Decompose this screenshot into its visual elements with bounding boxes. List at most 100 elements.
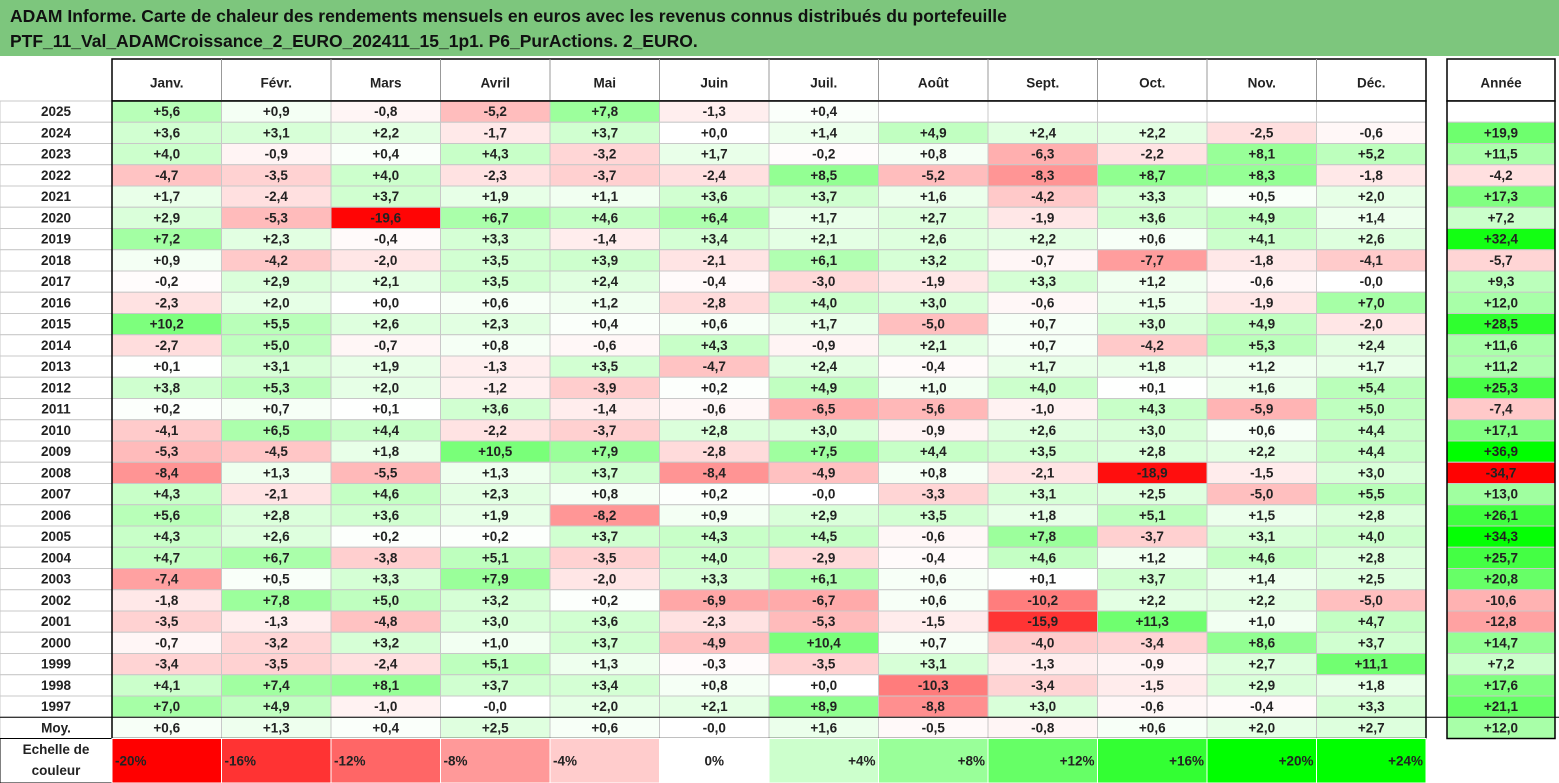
heat-cell-value: +2,4 bbox=[1358, 338, 1385, 353]
annual-cell-value: +26,1 bbox=[1484, 508, 1519, 523]
heat-cell-value: +2,5 bbox=[1139, 487, 1166, 502]
heat-cell-value: -8,3 bbox=[1031, 168, 1055, 183]
heat-cell-value: +3,5 bbox=[482, 274, 509, 289]
annual-cell-value: +20,8 bbox=[1484, 572, 1519, 587]
heat-cell-value: +4,3 bbox=[701, 529, 728, 544]
heat-cell-value: +0,8 bbox=[920, 465, 947, 480]
annual-cell-value: +19,9 bbox=[1484, 125, 1518, 140]
heat-cell-value: +0,5 bbox=[1248, 189, 1275, 204]
heat-cell-value: +3,4 bbox=[701, 232, 728, 247]
heat-cell-value: -3,5 bbox=[593, 550, 617, 565]
heat-cell-value: -2,3 bbox=[484, 168, 508, 183]
heat-cell-value: +4,3 bbox=[1139, 402, 1166, 417]
heat-cell-value: +2,2 bbox=[1248, 444, 1275, 459]
heat-cell-value: -1,5 bbox=[922, 614, 946, 629]
heat-cell-value: -3,7 bbox=[1141, 529, 1164, 544]
heat-cell-value: -5,5 bbox=[374, 465, 398, 480]
heat-cell-value: +0,6 bbox=[920, 572, 947, 587]
heat-cell-value: +1,1 bbox=[591, 189, 618, 204]
heat-cell-value: +0,2 bbox=[153, 402, 180, 417]
heat-cell-value: +2,8 bbox=[1358, 508, 1385, 523]
heat-cell-value: +0,5 bbox=[263, 572, 290, 587]
heat-cell-value: -0,3 bbox=[703, 657, 727, 672]
heat-cell-value: -5,3 bbox=[265, 210, 289, 225]
heat-cell-value: +5,0 bbox=[263, 338, 290, 353]
annual-cell-value: -34,7 bbox=[1486, 465, 1517, 480]
scale-swatch-label: +24% bbox=[1388, 753, 1423, 768]
heat-cell-value: +3,2 bbox=[482, 593, 509, 608]
heat-cell-value: +0,4 bbox=[591, 317, 618, 332]
heat-cell-value: +0,6 bbox=[920, 593, 947, 608]
heat-cell-value: +2,0 bbox=[591, 699, 618, 714]
scale-swatch-label: 0% bbox=[704, 753, 724, 768]
scale-swatch bbox=[1206, 738, 1317, 783]
heat-cell-value: +1,2 bbox=[1139, 274, 1166, 289]
heat-cell-value: +3,8 bbox=[153, 380, 180, 395]
heat-cell-value: +8,9 bbox=[810, 699, 837, 714]
heat-cell-value: -0,9 bbox=[1141, 657, 1164, 672]
heat-cell-value: +1,7 bbox=[1358, 359, 1385, 374]
scale-swatch-label: -12% bbox=[334, 753, 366, 768]
heat-cell-value: +1,0 bbox=[1248, 614, 1275, 629]
heat-cell-value: +0,2 bbox=[701, 380, 728, 395]
heat-cell-value: -4,2 bbox=[265, 253, 288, 268]
annual-cell-value: +32,4 bbox=[1484, 232, 1519, 247]
annual-cell-value: +25,7 bbox=[1484, 550, 1518, 565]
heat-cell-value: -0,9 bbox=[812, 338, 835, 353]
heat-cell-value: +3,3 bbox=[482, 232, 509, 247]
heat-cell-value: -1,8 bbox=[1250, 253, 1274, 268]
heat-cell-value: +2,2 bbox=[1139, 125, 1166, 140]
heat-cell-value: +2,6 bbox=[1029, 423, 1056, 438]
heat-cell-value: +4,0 bbox=[1358, 529, 1385, 544]
heat-cell-value: +1,5 bbox=[1248, 508, 1275, 523]
heat-cell-value: -3,5 bbox=[155, 614, 179, 629]
year-label: 2012 bbox=[41, 380, 71, 395]
heat-cell-value: +7,9 bbox=[591, 444, 618, 459]
annual-cell-value: +21,1 bbox=[1484, 699, 1519, 714]
heat-cell-value: +1,3 bbox=[263, 465, 290, 480]
heat-cell-value: +11,1 bbox=[1355, 657, 1389, 672]
heat-cell-value: +1,4 bbox=[810, 125, 837, 140]
heat-cell bbox=[1206, 100, 1317, 123]
heat-cell-value: +3,0 bbox=[1139, 317, 1166, 332]
heat-cell-value: -4,1 bbox=[155, 423, 179, 438]
heat-cell-value: +0,2 bbox=[482, 529, 509, 544]
chart-title-line-1: ADAM Informe. Carte de chaleur des rende… bbox=[10, 6, 1007, 26]
heat-cell-value: -3,9 bbox=[593, 380, 616, 395]
annual-cell-value: +17,3 bbox=[1484, 189, 1519, 204]
annual-cell-value: +11,5 bbox=[1484, 147, 1518, 162]
heat-cell-value: +4,0 bbox=[153, 147, 180, 162]
scale-swatch-label: +12% bbox=[1060, 753, 1095, 768]
scale-label-cell bbox=[0, 738, 113, 783]
heat-cell-value: +2,3 bbox=[482, 487, 509, 502]
heat-cell-value: +5,6 bbox=[153, 508, 180, 523]
heat-cell-value: -0,2 bbox=[155, 274, 178, 289]
heat-cell-value: +2,2 bbox=[372, 125, 399, 140]
heat-cell-value: +3,5 bbox=[920, 508, 947, 523]
heat-cell-value: +2,1 bbox=[920, 338, 947, 353]
heat-cell-value: +2,2 bbox=[1139, 593, 1166, 608]
heat-cell-value: +7,0 bbox=[153, 699, 180, 714]
annual-cell-value: +7,2 bbox=[1488, 657, 1515, 672]
heat-cell-value: +1,6 bbox=[1248, 380, 1275, 395]
heat-cell-value: -2,2 bbox=[1141, 147, 1164, 162]
annual-cell-value: +13,0 bbox=[1484, 487, 1518, 502]
heat-cell-value: -0,9 bbox=[922, 423, 945, 438]
heat-cell-value: +3,3 bbox=[701, 572, 728, 587]
heat-cell-value: -2,4 bbox=[703, 168, 727, 183]
heat-cell-value: -0,5 bbox=[922, 720, 946, 735]
heat-cell-value: +2,4 bbox=[1029, 125, 1056, 140]
heat-cell-value: +5,5 bbox=[1358, 487, 1385, 502]
heat-cell-value: +3,7 bbox=[591, 465, 618, 480]
month-header-5: Mai bbox=[593, 76, 616, 91]
heat-cell-value: +8,3 bbox=[1248, 168, 1275, 183]
heat-cell-value: +0,7 bbox=[920, 635, 947, 650]
heat-cell-value: +4,9 bbox=[810, 380, 837, 395]
heat-cell-value: -2,0 bbox=[593, 572, 616, 587]
heat-cell-value: +4,0 bbox=[372, 168, 399, 183]
heat-cell-value: +7,0 bbox=[1358, 295, 1385, 310]
heat-cell-value: +2,0 bbox=[1358, 189, 1385, 204]
scale-swatch-label: +16% bbox=[1169, 753, 1204, 768]
heat-cell-value: +5,2 bbox=[1358, 147, 1385, 162]
heat-cell-value: +3,3 bbox=[1358, 699, 1385, 714]
